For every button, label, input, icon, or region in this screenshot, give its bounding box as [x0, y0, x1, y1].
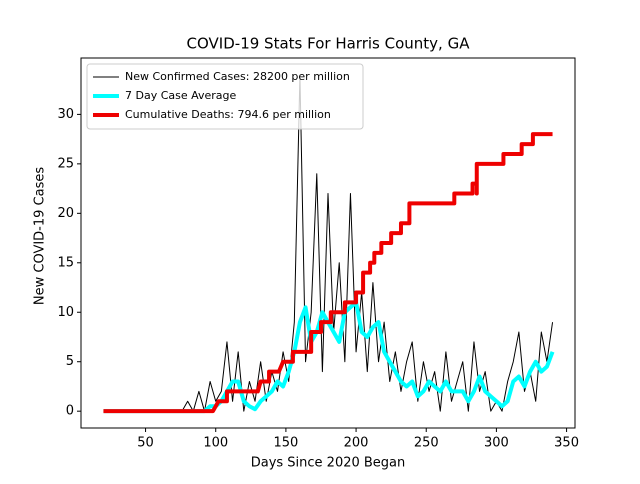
x-tick-label: 200: [344, 436, 369, 451]
y-tick-label: 10: [57, 305, 74, 320]
y-tick-label: 5: [66, 354, 74, 369]
x-tick-label: 250: [414, 436, 439, 451]
legend: New Confirmed Cases: 28200 per million 7 …: [86, 63, 364, 130]
y-axis-label: New COVID-19 Cases: [33, 167, 48, 305]
x-axis-label: Days Since 2020 Began: [251, 456, 406, 471]
y-tick-label: 25: [57, 156, 74, 171]
series-line: [103, 132, 553, 414]
plot-area: [103, 74, 555, 414]
legend-frame: [86, 63, 364, 130]
x-tick-label: 50: [137, 436, 154, 451]
y-tick-label: 0: [66, 404, 74, 419]
axes-frame: [80, 57, 576, 429]
legend-label: Cumulative Deaths: 794.6 per million: [125, 108, 331, 121]
y-tick-label: 15: [57, 255, 74, 270]
y-tick-label: 20: [57, 206, 74, 221]
y-tick-label: 30: [57, 107, 74, 122]
legend-label: 7 Day Case Average: [125, 89, 237, 102]
x-tick-label: 300: [484, 436, 509, 451]
chart-title: COVID-19 Stats For Harris County, GA: [187, 35, 471, 53]
x-tick-label: 350: [554, 436, 579, 451]
legend-label: New Confirmed Cases: 28200 per million: [125, 70, 350, 83]
x-tick-label: 150: [273, 436, 298, 451]
x-tick-label: 100: [203, 436, 228, 451]
